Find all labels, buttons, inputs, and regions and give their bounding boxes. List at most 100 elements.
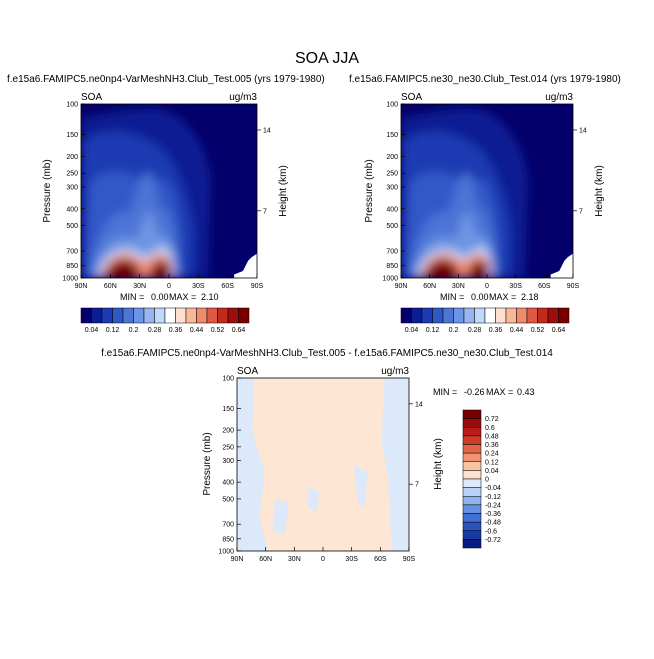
panel-left: f.e15a6.FAMIPC5.ne0np4-VarMeshNH3.Club_T… xyxy=(7,74,325,334)
height-tick-label: 14 xyxy=(415,401,423,408)
panel-right-max-value: 2.18 xyxy=(521,292,539,302)
y-tick-label: 200 xyxy=(386,154,398,161)
y-tick-label: 250 xyxy=(66,171,78,178)
field-contours xyxy=(81,108,212,278)
x-tick-label: 90S xyxy=(567,283,580,290)
y-tick-label: 200 xyxy=(222,428,234,435)
panel-right-title: f.e15a6.FAMIPC5.ne30_ne30.Club_Test.014 … xyxy=(349,74,621,85)
height-tick-label: 7 xyxy=(415,482,419,489)
colorbar-label: -0.48 xyxy=(485,520,501,527)
y-tick-label: 250 xyxy=(386,171,398,178)
diff-negative-region-4 xyxy=(307,485,320,513)
colorbar-label: -0.12 xyxy=(485,494,501,501)
y-tick-label: 100 xyxy=(222,376,234,383)
x-tick-label: 0 xyxy=(167,283,171,290)
height-tick-label: 7 xyxy=(263,208,267,215)
colorbar-box xyxy=(91,307,103,324)
y-tick-label: 1000 xyxy=(62,276,78,283)
y-tick-label: 100 xyxy=(386,102,398,109)
topography-mask xyxy=(234,253,257,278)
colorbar-box xyxy=(462,496,482,506)
panel-right-height-label: Height (km) xyxy=(594,165,605,217)
y-tick-label: 400 xyxy=(386,206,398,213)
colorbar-box xyxy=(411,307,423,324)
contour-band-7 xyxy=(103,259,140,278)
colorbar-label: 0 xyxy=(485,477,489,484)
colorbar-box xyxy=(463,307,475,324)
panel-left-min-value: 0.00 xyxy=(151,292,169,302)
colorbar-box xyxy=(133,307,145,324)
x-tick-label: 60N xyxy=(259,556,272,563)
y-tick-label: 500 xyxy=(222,496,234,503)
diff-background xyxy=(237,378,409,551)
panel-left-max-label: MAX = xyxy=(169,292,196,302)
panel-diff-height-label: Height (km) xyxy=(433,438,444,490)
topography-mask xyxy=(550,253,573,278)
colorbar-box xyxy=(462,504,482,514)
panel-left-height-label: Height (km) xyxy=(278,165,289,217)
x-tick-label: 60S xyxy=(221,283,234,290)
colorbar-label: 0.04 xyxy=(85,327,99,334)
colorbar-box xyxy=(185,307,197,324)
y-tick-label: 200 xyxy=(66,154,78,161)
colorbar-label: 0.12 xyxy=(106,327,120,334)
x-tick-label: 60N xyxy=(104,283,117,290)
colorbar-label: 0.52 xyxy=(531,327,545,334)
colorbar-box xyxy=(505,307,517,324)
x-tick-label: 90N xyxy=(231,556,244,563)
colorbar-box xyxy=(421,307,433,324)
colorbar-label: 0.2 xyxy=(449,327,459,334)
contour-band-8 xyxy=(149,260,170,278)
colorbar-box xyxy=(217,307,229,324)
colorbar-box xyxy=(462,461,482,471)
panel-left-ylabel: Pressure (mb) xyxy=(42,159,53,222)
colorbar-box xyxy=(164,307,176,324)
y-tick-label: 400 xyxy=(222,480,234,487)
colorbar-label: 0.12 xyxy=(485,459,499,466)
colorbar-box xyxy=(432,307,444,324)
y-tick-label: 850 xyxy=(222,536,234,543)
panel-diff-max-value: 0.43 xyxy=(517,387,535,397)
y-tick-label: 500 xyxy=(66,223,78,230)
panel-right-units: ug/m3 xyxy=(545,92,573,103)
colorbar-box xyxy=(495,307,507,324)
colorbar-label: 0.64 xyxy=(232,327,246,334)
x-tick-label: 30N xyxy=(288,556,301,563)
colorbar-label: 0.72 xyxy=(485,416,499,423)
height-tick-label: 7 xyxy=(579,208,583,215)
colorbar-box xyxy=(484,307,496,324)
panel-left-axes: 90N 60N 30N 0 30S 60S 90S 100 150 200 250 300 400 500… xyxy=(62,102,270,291)
y-tick-label: 850 xyxy=(386,263,398,270)
x-tick-label: 90S xyxy=(251,283,264,290)
colorbar-box xyxy=(526,307,538,324)
panel-left-variable: SOA xyxy=(81,92,102,103)
colorbar-label: 0.44 xyxy=(510,327,524,334)
panel-right-colorbar: 0.04 0.12 0.2 0.28 0.36 0.44 0.52 0.64 xyxy=(400,307,570,334)
panel-diff-units: ug/m3 xyxy=(381,366,409,377)
panel-diff-min-value: -0.26 xyxy=(464,387,485,397)
x-tick-label: 90N xyxy=(395,283,408,290)
colorbar-label: 0.2 xyxy=(129,327,139,334)
y-tick-label: 400 xyxy=(66,206,78,213)
colorbar-box xyxy=(462,418,482,428)
colorbar-box xyxy=(462,478,482,488)
colorbar-box xyxy=(558,307,570,324)
colorbar-box xyxy=(400,307,412,324)
y-tick-label: 150 xyxy=(66,132,78,139)
panel-right-max-label: MAX = xyxy=(489,292,516,302)
colorbar-box xyxy=(547,307,559,324)
panel-diff-max-label: MAX = xyxy=(486,387,513,397)
y-tick-label: 150 xyxy=(386,132,398,139)
colorbar-box xyxy=(206,307,218,324)
x-tick-label: 30S xyxy=(345,556,358,563)
y-tick-label: 700 xyxy=(386,249,398,256)
panel-right-ylabel: Pressure (mb) xyxy=(364,159,375,222)
panel-right-variable: SOA xyxy=(401,92,422,103)
panel-right-field xyxy=(401,104,573,278)
diff-negative-region-2 xyxy=(353,464,368,508)
x-tick-label: 60N xyxy=(423,283,436,290)
panel-diff-colorbar: 0.720.60.480.360.240.120.040-0.04-0.12-0… xyxy=(462,409,501,549)
height-tick-label: 14 xyxy=(579,127,587,134)
y-tick-label: 150 xyxy=(222,406,234,413)
colorbar-box xyxy=(238,307,250,324)
